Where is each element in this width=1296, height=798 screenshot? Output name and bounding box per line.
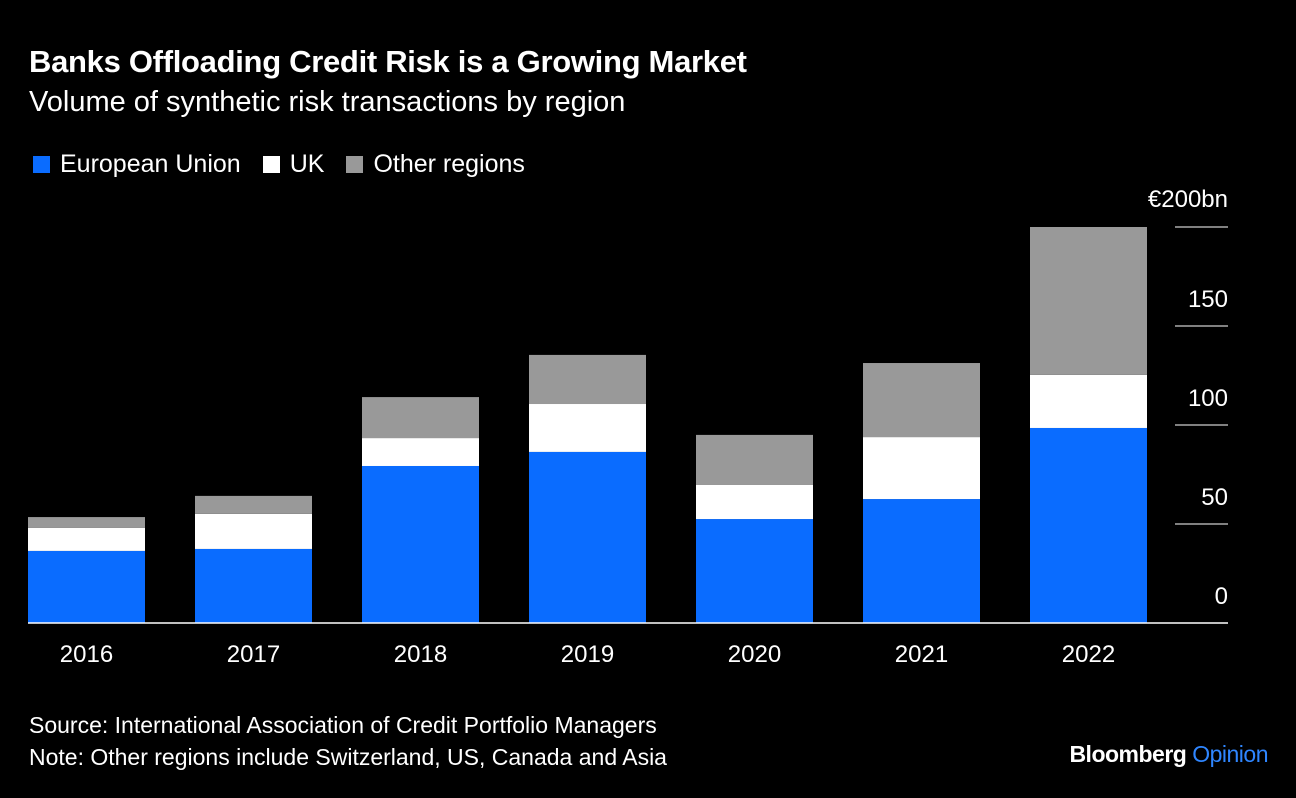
bar-segment-european-union-2018 [362,465,479,623]
bloomberg-opinion-logo: Bloomberg Opinion [1069,741,1268,768]
legend-item-eu: European Union [33,150,241,179]
y-tick-label: 150 [1188,286,1228,313]
bar-segment-other-regions-2022 [1030,227,1147,375]
bar-segment-uk-2016 [28,527,145,551]
y-tick-label: 100 [1188,385,1228,412]
bar-segment-uk-2020 [696,484,813,520]
bar-segment-other-regions-2019 [529,354,646,405]
bar-segment-european-union-2022 [1030,427,1147,623]
bar-segment-uk-2018 [362,438,479,466]
x-tick-label: 2019 [561,641,614,668]
legend-label: UK [289,150,325,178]
y-tick-label: €200bn [1148,186,1228,213]
bar-segment-uk-2022 [1030,374,1147,428]
legend: European Union UK Other regions [33,150,547,179]
bar-segment-european-union-2019 [529,451,646,623]
bar-segment-european-union-2017 [195,548,312,623]
legend-item-other: Other regions [346,150,525,179]
bar-segment-uk-2017 [195,513,312,549]
legend-swatch-uk [262,156,280,173]
legend-label: European Union [60,150,241,178]
legend-swatch-other [346,156,364,173]
bar-segment-other-regions-2018 [362,397,479,439]
x-tick-label: 2022 [1062,641,1115,668]
x-tick-label: 2020 [728,641,781,668]
bar-segment-other-regions-2017 [195,495,312,514]
x-tick-label: 2017 [227,641,280,668]
bar-segment-other-regions-2021 [863,363,980,438]
legend-label: Other regions [373,150,525,178]
legend-item-uk: UK [262,150,325,179]
bar-segment-uk-2021 [863,437,980,500]
bar-segment-european-union-2021 [863,499,980,623]
chart-title: Banks Offloading Credit Risk is a Growin… [29,44,747,79]
logo-brand: Bloomberg [1069,741,1187,767]
bar-segment-other-regions-2016 [28,517,145,528]
logo-product: Opinion [1192,741,1268,767]
y-tick-label: 50 [1201,484,1228,511]
x-tick-label: 2021 [895,641,948,668]
x-tick-label: 2016 [60,641,113,668]
legend-swatch-eu [33,156,50,173]
bar-segment-uk-2019 [529,404,646,452]
bar-segment-european-union-2016 [28,550,145,623]
bar-segment-other-regions-2020 [696,434,813,485]
chart-subtitle: Volume of synthetic risk transactions by… [29,86,626,118]
source-note: Source: International Association of Cre… [29,712,657,738]
bar-segment-european-union-2020 [696,519,813,623]
y-tick-label: 0 [1215,583,1228,610]
footnote: Note: Other regions include Switzerland,… [29,744,667,770]
x-tick-label: 2018 [394,641,447,668]
